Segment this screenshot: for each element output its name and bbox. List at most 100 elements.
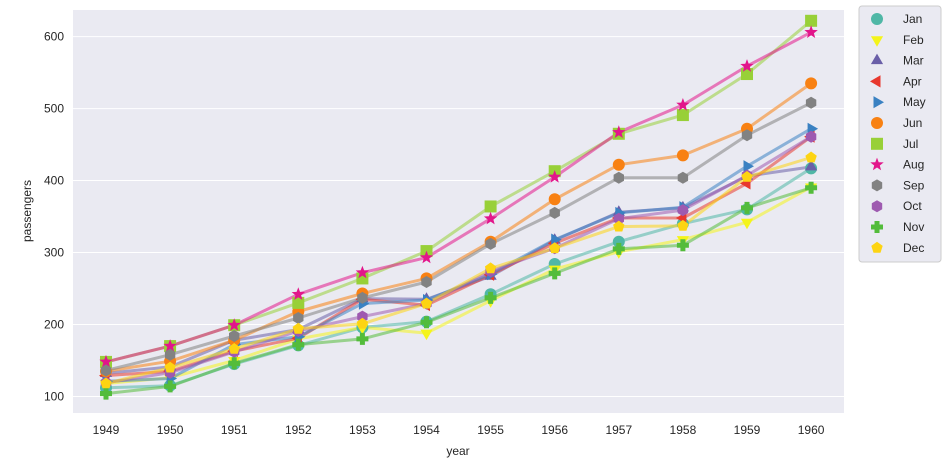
x-tick-label: 1959 xyxy=(734,423,761,437)
data-point xyxy=(100,377,112,389)
x-tick-label: 1949 xyxy=(93,423,120,437)
series-line-jun xyxy=(104,81,813,373)
legend: Jan Feb Mar Apr May Jun Jul Aug Sep Oct Nov Dec xyxy=(858,5,942,263)
data-point xyxy=(612,242,625,255)
data-point xyxy=(677,204,689,217)
tick-labels: 100 200 300 400 500 600 1949 1950 1951 1952 1953 19… xyxy=(44,30,825,437)
data-point xyxy=(677,219,689,231)
data-point xyxy=(355,265,370,279)
legend-label-jul: Jul xyxy=(903,137,918,151)
data-point xyxy=(613,220,625,232)
x-tick-label: 1955 xyxy=(477,423,504,437)
legend-marker-sep xyxy=(871,179,883,192)
legend-label-jan: Jan xyxy=(903,12,922,26)
data-point xyxy=(805,130,817,143)
data-point xyxy=(804,25,818,38)
data-point xyxy=(549,206,560,219)
series-line-dec xyxy=(104,156,813,385)
data-point xyxy=(420,329,433,341)
y-tick-label: 100 xyxy=(44,389,64,403)
data-point xyxy=(421,276,432,288)
legend-marker-feb xyxy=(870,36,884,47)
data-point xyxy=(613,212,624,225)
data-point xyxy=(548,267,561,280)
y-tick-label: 300 xyxy=(44,246,64,260)
data-point xyxy=(676,239,689,252)
data-point xyxy=(805,181,818,194)
data-point xyxy=(164,361,176,373)
data-point xyxy=(741,68,753,81)
x-tick-label: 1950 xyxy=(157,423,184,437)
series-markers-sep xyxy=(100,96,817,377)
series-markers-nov xyxy=(100,181,818,400)
y-tick-label: 400 xyxy=(44,174,64,188)
legend-box xyxy=(858,5,942,263)
legend-marker-oct xyxy=(871,200,883,213)
legend-marker-may xyxy=(873,96,884,109)
data-point xyxy=(228,357,241,370)
legend-marker-apr xyxy=(870,75,881,88)
data-point xyxy=(291,287,305,300)
data-point xyxy=(741,171,753,182)
data-point xyxy=(805,151,817,163)
series-line-feb xyxy=(104,185,813,385)
data-point xyxy=(164,380,177,393)
data-point xyxy=(743,160,754,173)
data-point xyxy=(677,171,689,184)
x-axis-title: year xyxy=(446,444,469,458)
y-tick-label: 600 xyxy=(44,30,64,44)
data-point xyxy=(676,109,689,122)
x-tick-label: 1958 xyxy=(670,423,697,437)
series-line-nov xyxy=(104,186,813,396)
x-tick-label: 1952 xyxy=(285,423,312,437)
data-point xyxy=(229,330,240,342)
data-point xyxy=(100,387,112,400)
data-point xyxy=(419,250,434,264)
data-point xyxy=(484,200,497,213)
data-point xyxy=(292,338,305,351)
data-point xyxy=(551,233,562,246)
data-point xyxy=(612,158,625,171)
legend-label-dec: Dec xyxy=(903,241,924,255)
x-tick-label: 1953 xyxy=(349,423,376,437)
legend-marker-jun xyxy=(871,117,883,129)
x-tick-label: 1951 xyxy=(221,423,248,437)
series-line-sep xyxy=(104,101,813,372)
data-point xyxy=(483,211,498,225)
series-line-aug xyxy=(104,30,813,364)
legend-marker-aug xyxy=(870,157,884,171)
y-tick-label: 500 xyxy=(44,102,64,116)
legend-label-may: May xyxy=(903,95,926,109)
data-point xyxy=(805,159,818,171)
data-point xyxy=(292,322,304,334)
legend-marker-mar xyxy=(870,53,884,65)
legend-marker-dec xyxy=(871,241,883,253)
data-point xyxy=(485,237,496,250)
data-point xyxy=(548,170,562,183)
data-point xyxy=(676,98,690,111)
data-point xyxy=(227,318,241,331)
data-point xyxy=(357,291,368,304)
data-point xyxy=(228,343,240,354)
data-point xyxy=(292,296,305,309)
legend-label-sep: Sep xyxy=(903,178,925,192)
data-point xyxy=(549,242,561,254)
legend-label-jun: Jun xyxy=(903,116,922,130)
series-markers-aug xyxy=(99,25,818,368)
series-markers-dec xyxy=(100,151,817,389)
x-tick-label: 1956 xyxy=(541,423,568,437)
legend-marker-jan xyxy=(871,13,883,25)
y-tick-label: 200 xyxy=(44,317,64,331)
data-point xyxy=(805,14,818,27)
plot-area xyxy=(73,10,844,413)
legend-label-aug: Aug xyxy=(903,158,924,172)
series-group xyxy=(99,14,819,400)
data-point xyxy=(100,364,112,377)
grid-lines xyxy=(73,36,844,397)
x-tick-label: 1960 xyxy=(798,423,825,437)
data-point xyxy=(676,149,689,162)
data-point xyxy=(805,96,817,109)
data-point xyxy=(484,262,497,274)
data-point xyxy=(741,129,753,142)
